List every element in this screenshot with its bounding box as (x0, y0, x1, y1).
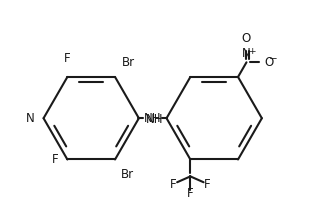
Text: N: N (242, 47, 251, 60)
Text: F: F (52, 153, 59, 166)
Text: O: O (264, 56, 273, 69)
Text: +: + (248, 47, 256, 56)
Text: NH: NH (146, 113, 163, 126)
Text: Br: Br (122, 56, 135, 69)
Text: O: O (242, 32, 251, 45)
Text: N: N (26, 112, 35, 125)
Text: F: F (170, 178, 177, 191)
Text: −: − (269, 54, 278, 64)
Text: F: F (187, 187, 194, 200)
Text: Br: Br (120, 168, 134, 181)
Text: F: F (204, 178, 211, 191)
Text: NH: NH (144, 112, 161, 125)
Text: F: F (64, 52, 71, 65)
